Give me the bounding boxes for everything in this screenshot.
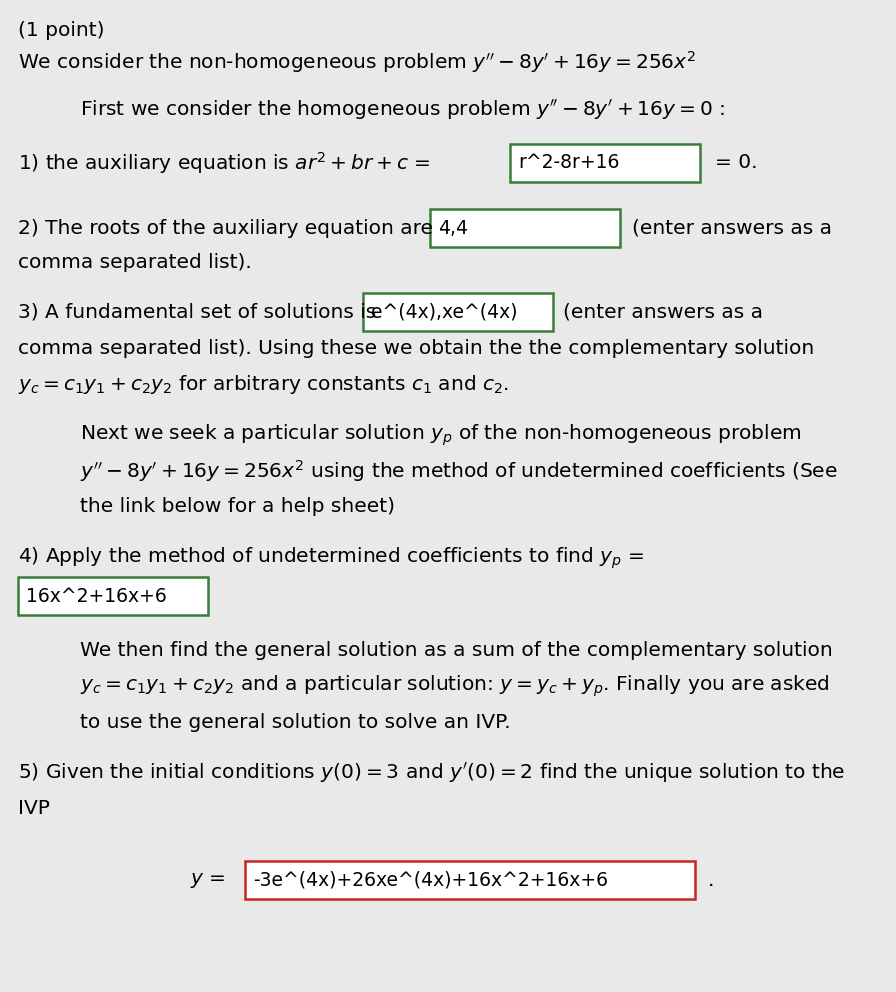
Text: = 0.: = 0. (715, 154, 757, 173)
Text: $y_c = c_1y_1 + c_2y_2$ and a particular solution: $y = y_c + y_p$. Finally you : $y_c = c_1y_1 + c_2y_2$ and a particular… (80, 674, 830, 698)
Text: $y'' - 8y' + 16y = 256x^2$ using the method of undetermined coefficients (See: $y'' - 8y' + 16y = 256x^2$ using the met… (80, 458, 838, 484)
Text: r^2-8r+16: r^2-8r+16 (518, 154, 619, 173)
Bar (510, 144, 700, 182)
Text: We consider the non-homogeneous problem $y'' - 8y' + 16y = 256x^2$: We consider the non-homogeneous problem … (18, 49, 696, 75)
Bar (363, 293, 553, 331)
Bar (245, 861, 695, 899)
Text: 4) Apply the method of undetermined coefficients to find $y_p$ =: 4) Apply the method of undetermined coef… (18, 546, 644, 570)
Text: IVP: IVP (18, 800, 50, 818)
Text: (1 point): (1 point) (18, 21, 105, 40)
Text: 3) A fundamental set of solutions is: 3) A fundamental set of solutions is (18, 303, 383, 321)
Text: We then find the general solution as a sum of the complementary solution: We then find the general solution as a s… (80, 641, 832, 660)
Text: 5) Given the initial conditions $y(0) = 3$ and $y'(0) = 2$ find the unique solut: 5) Given the initial conditions $y(0) = … (18, 761, 845, 785)
Text: Next we seek a particular solution $y_p$ of the non-homogeneous problem: Next we seek a particular solution $y_p$… (80, 423, 802, 447)
Text: comma separated list).: comma separated list). (18, 253, 252, 272)
Text: 1) the auxiliary equation is $ar^2 + br + c$ =: 1) the auxiliary equation is $ar^2 + br … (18, 150, 433, 176)
Text: $y$ =: $y$ = (190, 871, 226, 890)
Text: comma separated list). Using these we obtain the the complementary solution: comma separated list). Using these we ob… (18, 338, 814, 357)
Text: (enter answers as a: (enter answers as a (563, 303, 763, 321)
Text: the link below for a help sheet): the link below for a help sheet) (80, 498, 395, 517)
Text: 2) The roots of the auxiliary equation are: 2) The roots of the auxiliary equation a… (18, 218, 439, 237)
Bar (430, 209, 620, 247)
Text: .: . (708, 871, 714, 890)
Text: First we consider the homogeneous problem $y'' - 8y' + 16y = 0$ :: First we consider the homogeneous proble… (80, 98, 725, 122)
Text: to use the general solution to solve an IVP.: to use the general solution to solve an … (80, 712, 511, 731)
Text: 4,4: 4,4 (438, 218, 468, 237)
Text: (enter answers as a: (enter answers as a (632, 218, 832, 237)
Text: 16x^2+16x+6: 16x^2+16x+6 (26, 586, 167, 605)
Text: $y_c = c_1y_1 + c_2y_2$ for arbitrary constants $c_1$ and $c_2$.: $y_c = c_1y_1 + c_2y_2$ for arbitrary co… (18, 373, 509, 396)
Text: e^(4x),xe^(4x): e^(4x),xe^(4x) (371, 303, 518, 321)
Bar (18, 577, 208, 615)
Text: -3e^(4x)+26xe^(4x)+16x^2+16x+6: -3e^(4x)+26xe^(4x)+16x^2+16x+6 (253, 871, 608, 890)
